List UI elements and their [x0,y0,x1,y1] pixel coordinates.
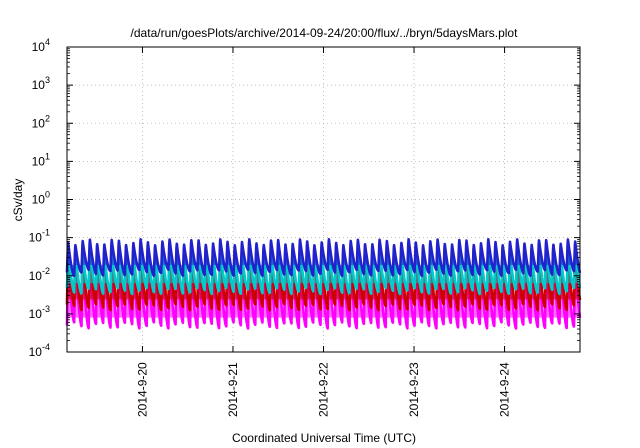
x-tick-label: 2014-9-20 [135,362,149,417]
y-tick-label: 103 [32,75,50,92]
y-tick-label: 10-4 [29,342,50,359]
chart-title: /data/run/goesPlots/archive/2014-09-24/2… [131,26,519,40]
series-group [65,238,582,330]
y-tick-label: 10-2 [29,266,50,283]
x-tick-label: 2014-9-21 [226,362,240,417]
series-line [65,238,582,278]
x-axis-label: Coordinated Universal Time (UTC) [232,431,416,445]
y-tick-label: 101 [32,151,50,168]
y-tick-label: 104 [32,37,50,54]
series-line [65,246,582,296]
y-tick-label: 102 [32,113,50,130]
y-tick-label: 10-1 [29,228,50,245]
x-ticks: 2014-9-20 2014-9-21 2014-9-22 2014-9-23 2014… [135,47,512,417]
y-tick-label: 10-3 [29,304,50,321]
y-tick-label: 100 [32,190,50,207]
x-tick-label: 2014-9-22 [317,362,331,417]
y-axis-label: cSv/day [11,179,25,222]
x-tick-label: 2014-9-24 [498,362,512,417]
x-tick-label: 2014-9-23 [407,362,421,417]
